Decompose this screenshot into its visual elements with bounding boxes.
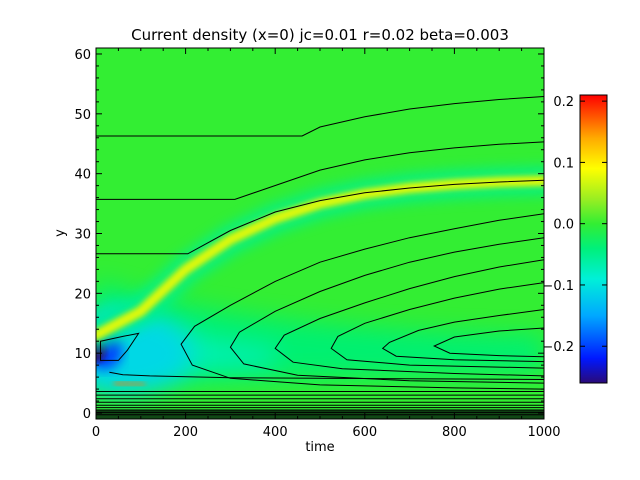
y-tick-label: 10 <box>74 347 91 362</box>
field-bottom <box>96 409 544 419</box>
contour-lines <box>96 96 544 416</box>
y-axis-label: y <box>53 229 68 237</box>
colorbar-tick-label: 0.1 <box>553 156 574 171</box>
colorbar-gradient <box>579 94 608 384</box>
contour-line <box>381 309 544 363</box>
x-axis-label: time <box>305 440 334 455</box>
y-tick-label: 50 <box>74 108 91 123</box>
colorbar-tick-label: −0.1 <box>542 279 574 294</box>
heatmap-area <box>96 48 544 419</box>
x-tick-label: 800 <box>442 425 467 440</box>
chart-title: Current density (x=0) jc=0.01 r=0.02 bet… <box>131 26 509 44</box>
contour-line <box>109 371 544 380</box>
field-hotspot <box>113 381 146 386</box>
contour-line <box>96 179 544 255</box>
y-axis: 0 10 20 30 40 50 60 <box>74 48 544 422</box>
y-tick-label: 0 <box>83 407 91 422</box>
contour-line <box>96 96 544 137</box>
contour-line <box>274 259 544 377</box>
y-tick-label: 40 <box>74 168 91 183</box>
contour-line <box>96 141 544 200</box>
x-tick-label: 400 <box>263 425 288 440</box>
contour-line <box>100 332 140 361</box>
contour-line <box>180 213 544 390</box>
colorbar-tick-label: 0.0 <box>553 218 574 233</box>
colorbar: 0.2 0.1 0.0 −0.1 −0.2 <box>542 94 608 384</box>
x-tick-label: 600 <box>352 425 377 440</box>
y-tick-label: 30 <box>74 228 91 243</box>
x-tick-label: 0 <box>92 425 100 440</box>
x-axis: 0 200 400 600 800 1000 <box>92 48 561 440</box>
x-tick-label: 1000 <box>527 425 560 440</box>
contour-line <box>432 327 544 358</box>
colorbar-ticks: 0.2 0.1 0.0 −0.1 −0.2 <box>542 95 607 355</box>
y-tick-label: 60 <box>74 48 91 63</box>
colorbar-tick-label: −0.2 <box>542 340 574 355</box>
contour-line <box>330 282 544 369</box>
contour-line <box>229 237 544 384</box>
colorbar-tick-label: 0.2 <box>553 95 574 110</box>
x-tick-label: 200 <box>173 425 198 440</box>
y-tick-label: 20 <box>74 287 91 302</box>
